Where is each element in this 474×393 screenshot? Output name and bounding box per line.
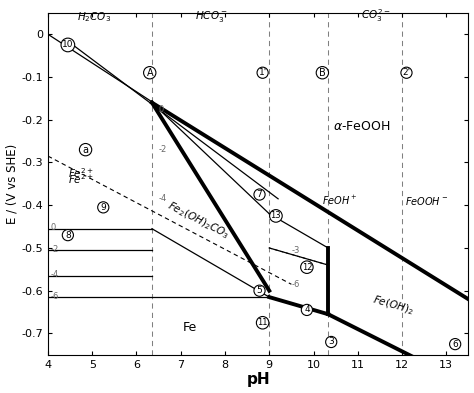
Text: -4: -4 [159,194,167,203]
Text: 12: 12 [301,263,312,272]
Text: 6: 6 [452,340,458,349]
Text: B: B [319,68,326,78]
Text: $CO_3^{2-}$: $CO_3^{2-}$ [361,7,390,24]
Text: -4: -4 [50,270,58,279]
Text: A: A [146,68,153,78]
Text: $Fe^{2+}$: $Fe^{2+}$ [68,173,94,186]
Text: 7: 7 [256,190,263,199]
Text: Fe: Fe [182,321,197,334]
Text: 5: 5 [256,286,263,295]
Text: 3: 3 [328,338,334,347]
Text: -3: -3 [292,246,300,255]
Text: $Fe(OH)_2$: $Fe(OH)_2$ [371,293,415,318]
Text: -6: -6 [292,280,300,289]
Text: -6: -6 [50,292,58,301]
Text: $H_2CO_3$: $H_2CO_3$ [77,10,111,24]
Text: $Fe_2(OH)_2CO_3$: $Fe_2(OH)_2CO_3$ [165,199,232,242]
Text: a: a [82,145,89,155]
Y-axis label: E / (V vs SHE): E / (V vs SHE) [6,144,18,224]
Text: 2': 2' [402,68,410,77]
Text: $Fe^{2+}$: $Fe^{2+}$ [68,166,94,180]
Text: -2: -2 [50,245,58,254]
Text: 0: 0 [159,105,164,114]
Text: 11: 11 [257,318,268,327]
Text: 1': 1' [258,68,267,77]
Text: -2: -2 [159,145,167,154]
Text: $\alpha$-FeOOH: $\alpha$-FeOOH [334,119,391,133]
Text: 10: 10 [62,40,73,50]
Text: 13: 13 [271,211,281,220]
Text: 8: 8 [65,231,71,240]
Text: 0: 0 [50,223,55,232]
Text: 4: 4 [304,305,310,314]
X-axis label: pH: pH [246,373,270,387]
Text: $HCO_3^-$: $HCO_3^-$ [195,9,228,24]
Text: $FeOOH^-$: $FeOOH^-$ [405,195,448,207]
Text: 9: 9 [100,203,106,212]
Text: $FeOH^+$: $FeOH^+$ [322,195,358,208]
